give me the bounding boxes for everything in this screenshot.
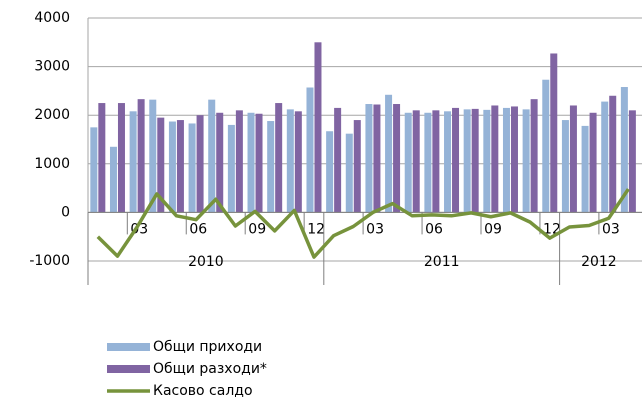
bar — [522, 109, 530, 213]
bar — [510, 106, 518, 213]
bar — [601, 101, 609, 213]
bar — [334, 107, 342, 213]
bar — [620, 87, 628, 213]
bar — [176, 120, 184, 213]
bar — [117, 103, 125, 213]
bar — [569, 105, 577, 213]
bar — [98, 103, 106, 213]
bar — [109, 146, 117, 213]
bar — [444, 111, 452, 213]
bar — [267, 121, 275, 213]
bar — [463, 109, 471, 213]
bar — [137, 99, 145, 213]
x-tick-label: 06 — [425, 221, 443, 237]
year-label: 2010 — [188, 254, 224, 270]
x-tick-label: 06 — [189, 221, 207, 237]
legend-label: Касово салдо — [153, 383, 253, 399]
y-tick-label: -1000 — [29, 253, 70, 269]
bar — [247, 112, 255, 213]
bar — [581, 125, 589, 213]
bar — [609, 95, 617, 213]
bar — [216, 112, 224, 213]
bar — [149, 99, 157, 213]
bar — [157, 117, 165, 213]
x-tick-label: 09 — [484, 221, 502, 237]
bar — [483, 109, 491, 213]
bar — [589, 112, 597, 213]
bar — [530, 99, 538, 213]
bar — [365, 104, 373, 213]
y-tick-label: 2000 — [34, 107, 70, 123]
bar — [235, 110, 243, 213]
legend-swatch — [107, 343, 150, 351]
bar — [129, 111, 137, 213]
x-tick-label: 03 — [366, 221, 384, 237]
bar — [255, 113, 263, 213]
bar — [628, 110, 636, 213]
bar — [561, 120, 569, 213]
legend-swatch — [107, 365, 150, 373]
y-tick-label: 4000 — [34, 10, 70, 26]
bar — [393, 104, 401, 213]
bar — [345, 133, 353, 213]
bar — [491, 105, 499, 213]
bar — [373, 104, 381, 213]
bar — [424, 112, 432, 213]
bar — [412, 110, 420, 213]
bar — [542, 79, 550, 213]
bar — [471, 108, 479, 213]
bar — [404, 112, 412, 213]
legend-label: Общи разходи* — [153, 361, 267, 377]
y-tick-label: 3000 — [34, 59, 70, 75]
bar — [502, 107, 510, 213]
legend-label: Общи приходи — [153, 339, 262, 355]
year-label: 2011 — [424, 254, 460, 270]
bar — [275, 103, 283, 213]
bar — [196, 115, 204, 213]
x-tick-label: 12 — [307, 221, 325, 237]
bar — [188, 123, 196, 213]
bar — [90, 127, 98, 213]
x-tick-label: 03 — [602, 221, 620, 237]
y-tick-label: 0 — [61, 204, 70, 220]
bar — [294, 111, 302, 213]
bar — [326, 131, 334, 213]
bar — [227, 124, 235, 213]
x-tick-label: 09 — [248, 221, 266, 237]
y-tick-label: 1000 — [34, 156, 70, 172]
bar — [306, 87, 314, 213]
bar — [353, 120, 361, 213]
bar — [385, 94, 393, 213]
bar — [286, 109, 294, 213]
bar — [432, 110, 440, 213]
line — [96, 188, 630, 259]
bar — [168, 121, 176, 213]
bar — [208, 99, 216, 213]
year-label: 2012 — [581, 254, 617, 270]
bar — [550, 53, 558, 213]
bar — [314, 42, 322, 213]
bar — [452, 107, 460, 213]
